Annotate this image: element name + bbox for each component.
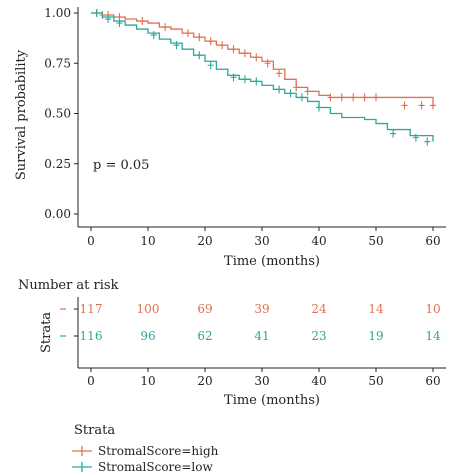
censor-mark bbox=[253, 53, 260, 62]
censor-mark bbox=[298, 93, 305, 102]
risk-x-tick-label: 60 bbox=[425, 374, 440, 388]
censor-mark bbox=[373, 93, 379, 102]
censor-mark bbox=[116, 19, 123, 28]
survival-curve-low bbox=[91, 12, 434, 142]
p-value-annotation: p = 0.05 bbox=[93, 158, 149, 173]
x-axis-title: Time (months) bbox=[224, 254, 320, 269]
risk-count: 117 bbox=[80, 302, 103, 316]
risk-count: 69 bbox=[197, 302, 212, 316]
survival-curve-high bbox=[91, 12, 434, 106]
risk-strata-label: Strata bbox=[39, 312, 54, 353]
censor-mark bbox=[241, 75, 248, 84]
x-tick-label: 30 bbox=[254, 234, 269, 248]
risk-count: 96 bbox=[140, 329, 155, 343]
risk-count: 23 bbox=[311, 329, 326, 343]
censor-mark bbox=[418, 101, 425, 110]
censor-mark bbox=[162, 23, 169, 32]
x-tick-label: 20 bbox=[197, 234, 212, 248]
censor-mark bbox=[93, 9, 100, 17]
censor-mark bbox=[230, 73, 237, 82]
legend-title: Strata bbox=[74, 423, 115, 438]
censor-mark bbox=[150, 31, 157, 40]
censor-mark bbox=[350, 93, 357, 102]
censor-mark bbox=[316, 103, 322, 112]
censor-mark bbox=[287, 89, 294, 98]
x-tick-label: 60 bbox=[425, 234, 440, 248]
risk-count: 41 bbox=[254, 329, 269, 343]
risk-count: 62 bbox=[197, 329, 212, 343]
risk-x-tick-label: 10 bbox=[140, 374, 155, 388]
censor-mark bbox=[276, 85, 283, 94]
censor-mark bbox=[241, 49, 248, 58]
legend-label-high: StromalScore=high bbox=[98, 444, 219, 458]
y-tick-label: 1.00 bbox=[44, 6, 71, 20]
x-tick-label: 50 bbox=[368, 234, 383, 248]
censor-mark bbox=[390, 129, 397, 138]
risk-count: 10 bbox=[425, 302, 440, 316]
risk-x-tick-label: 50 bbox=[368, 374, 383, 388]
risk-table-title: Number at risk bbox=[18, 278, 119, 293]
risk-count: 100 bbox=[137, 302, 160, 316]
legend-label-low: StromalScore=low bbox=[98, 460, 213, 474]
y-tick-label: 0.00 bbox=[44, 207, 71, 221]
risk-count: 14 bbox=[368, 302, 384, 316]
y-tick-label: 0.50 bbox=[44, 107, 71, 121]
censor-mark bbox=[338, 93, 345, 102]
risk-count: 116 bbox=[80, 329, 103, 343]
censor-mark bbox=[424, 137, 431, 146]
risk-count: 19 bbox=[368, 329, 383, 343]
censor-mark bbox=[219, 41, 226, 50]
censor-mark bbox=[230, 45, 237, 54]
censor-mark bbox=[430, 101, 436, 110]
risk-count: 14 bbox=[425, 329, 441, 343]
x-tick-label: 0 bbox=[87, 234, 95, 248]
censor-mark bbox=[173, 41, 180, 50]
risk-x-tick-label: 0 bbox=[87, 374, 95, 388]
y-axis-title: Survival probability bbox=[14, 49, 29, 180]
censor-mark bbox=[207, 61, 214, 70]
censor-mark bbox=[327, 93, 334, 102]
risk-count: 24 bbox=[311, 302, 327, 316]
x-tick-label: 10 bbox=[140, 234, 155, 248]
censor-mark bbox=[264, 59, 271, 68]
censor-mark bbox=[401, 101, 408, 110]
censor-mark bbox=[293, 83, 300, 92]
risk-count: 39 bbox=[254, 302, 269, 316]
x-tick-label: 40 bbox=[311, 234, 326, 248]
censor-mark bbox=[207, 37, 214, 46]
censor-mark bbox=[105, 15, 112, 24]
censor-mark bbox=[276, 69, 283, 78]
censor-mark bbox=[139, 17, 146, 26]
censor-mark bbox=[361, 93, 368, 102]
censor-mark bbox=[196, 33, 203, 42]
censor-mark bbox=[196, 51, 203, 60]
y-tick-label: 0.25 bbox=[44, 157, 71, 171]
censor-mark bbox=[253, 77, 260, 86]
y-tick-label: 0.75 bbox=[44, 56, 71, 70]
risk-x-axis-title: Time (months) bbox=[224, 393, 320, 408]
risk-x-tick-label: 20 bbox=[197, 374, 212, 388]
censor-mark bbox=[304, 87, 311, 96]
censor-mark bbox=[412, 133, 419, 142]
censor-mark bbox=[184, 29, 191, 38]
risk-x-tick-label: 30 bbox=[254, 374, 269, 388]
risk-x-tick-label: 40 bbox=[311, 374, 326, 388]
